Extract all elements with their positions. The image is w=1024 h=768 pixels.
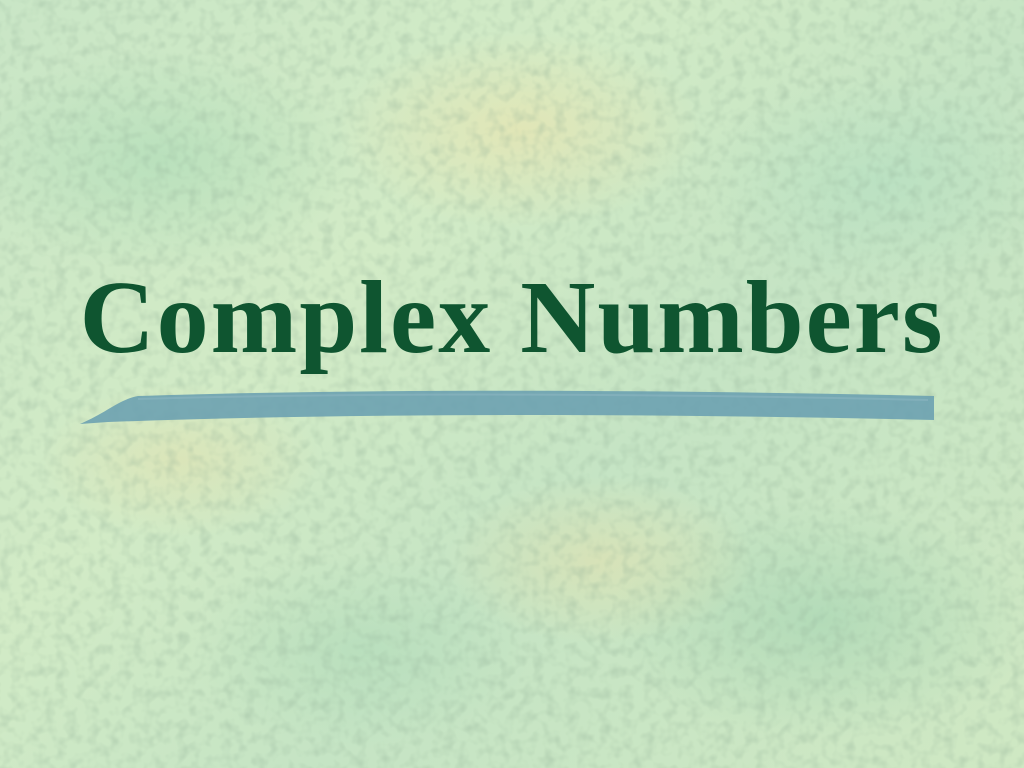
slide-title: Complex Numbers xyxy=(79,260,945,375)
title-underline-stroke xyxy=(80,390,934,424)
